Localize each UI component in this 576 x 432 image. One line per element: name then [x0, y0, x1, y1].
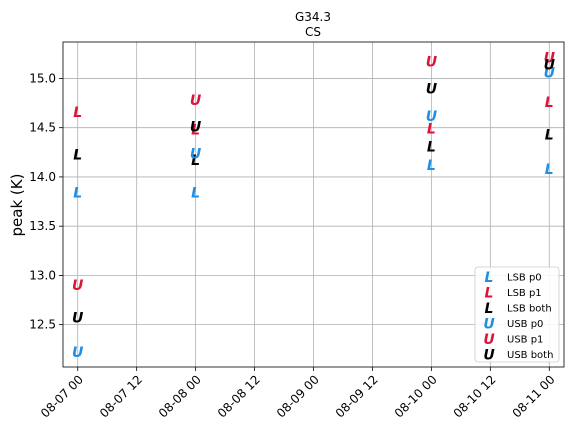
y-tick-label: 12.5 [29, 318, 56, 332]
y-axis: 12.5 13.0 13.5 14.0 14.5 15.0 [29, 71, 63, 332]
y-tick-label: 13.5 [29, 219, 56, 233]
data-point: U [544, 58, 556, 74]
x-tick-label: 08-11 00 [510, 372, 558, 420]
legend-label: LSB p0 [507, 273, 542, 284]
data-point: U [72, 345, 84, 361]
legend-label: USB p0 [507, 319, 543, 330]
legend-label: USB both [507, 350, 553, 361]
data-point: U [190, 146, 202, 162]
y-axis-label: peak (K) [8, 174, 26, 237]
legend-label: LSB both [507, 304, 552, 315]
legend: L LSB p0 L LSB p1 L LSB both U USB p0 U USB p1 U US… [474, 266, 560, 364]
legend-marker: U [483, 348, 495, 364]
data-point: U [72, 278, 84, 294]
x-tick-label: 08-10 00 [392, 372, 440, 420]
legend-marker: U [483, 317, 495, 333]
data-point: L [427, 158, 436, 174]
legend-marker: L [485, 270, 494, 286]
legend-marker: U [483, 332, 495, 348]
data-point: L [191, 123, 200, 139]
data-point: L [545, 95, 554, 111]
data-point: U [426, 55, 438, 71]
chart-subtitle: CS [305, 25, 321, 39]
data-point: U [544, 51, 556, 67]
legend-label: USB p1 [507, 335, 543, 346]
legend-label: LSB p1 [507, 288, 542, 299]
data-point: L [73, 147, 82, 163]
legend-marker: L [485, 301, 494, 317]
data-point: L [191, 186, 200, 202]
data-point: L [191, 153, 200, 169]
x-tick-label: 08-10 12 [451, 372, 499, 420]
data-point: U [426, 81, 438, 97]
x-tick-label: 08-08 12 [215, 372, 263, 420]
data-point: L [545, 128, 554, 144]
y-tick-label: 14.5 [29, 121, 56, 135]
data-point: L [427, 122, 436, 138]
data-point: L [73, 105, 82, 121]
x-tick-label: 08-08 00 [156, 372, 204, 420]
data-point: L [73, 186, 82, 202]
data-point: U [190, 120, 202, 136]
legend-marker: L [485, 286, 494, 302]
y-tick-label: 14.0 [29, 170, 56, 184]
data-point: U [426, 109, 438, 125]
x-tick-label: 08-09 00 [274, 372, 322, 420]
grid [63, 42, 564, 367]
y-tick-label: 15.0 [29, 71, 56, 85]
chart-title: G34.3 [295, 10, 331, 24]
data-point: U [190, 93, 202, 109]
y-tick-label: 13.0 [29, 268, 56, 282]
x-tick-label: 08-07 00 [38, 372, 86, 420]
data-point: L [427, 139, 436, 155]
data-point: L [545, 162, 554, 178]
data-point: U [544, 66, 556, 82]
x-axis: 08-07 00 08-07 12 08-08 00 08-08 12 08-09 00… [38, 367, 558, 420]
x-tick-label: 08-09 12 [333, 372, 381, 420]
legend-frame [474, 266, 560, 363]
data-point: U [72, 311, 84, 327]
x-tick-label: 08-07 12 [97, 372, 145, 420]
